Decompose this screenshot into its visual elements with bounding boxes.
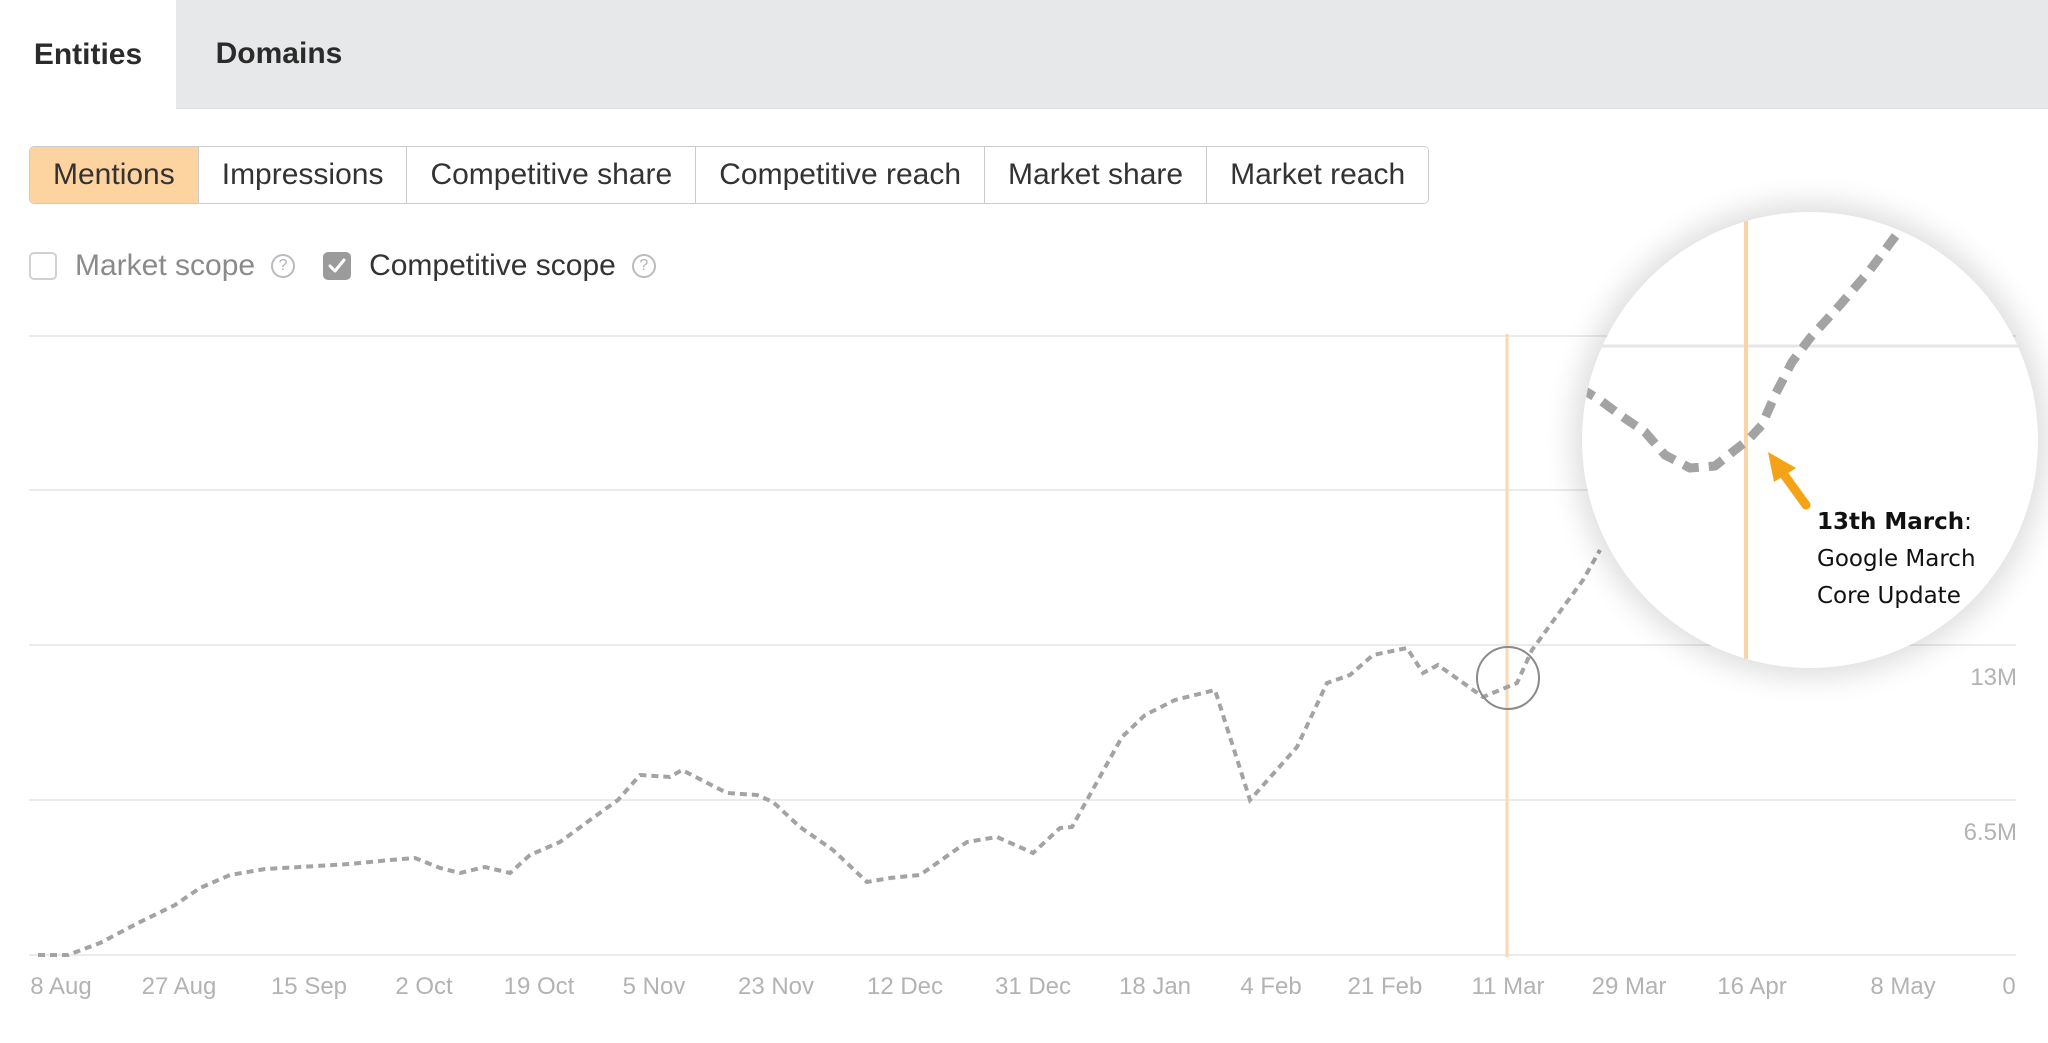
metric-impressions-button[interactable]: Impressions [198, 147, 408, 203]
annotation-line-3: Core Update [1817, 583, 1961, 609]
magnifier-callout [1582, 212, 2038, 668]
checkmark-icon [328, 258, 346, 273]
competitive-scope-label: Competitive scope [369, 249, 616, 282]
x-tick-label: 21 Feb [1347, 973, 1423, 1000]
x-tick-label: 4 Feb [1240, 973, 1302, 1000]
x-tick-label: 27 Aug [141, 973, 217, 1000]
metric-competitive-reach-button[interactable]: Competitive reach [696, 147, 986, 203]
tab-entities[interactable]: Entities [0, 0, 176, 109]
x-tick-label: 2 Oct [395, 973, 453, 1000]
annotation-line-2: Google March [1817, 546, 1976, 572]
annotation-colon: : [1964, 509, 1972, 535]
x-tick-label: 12 Dec [866, 973, 944, 1000]
tab-domains[interactable]: Domains [215, 37, 343, 70]
x-tick-label: 29 Mar [1591, 973, 1667, 1000]
arrow-icon [1768, 452, 1811, 510]
metric-mentions-button[interactable]: Mentions [30, 147, 199, 203]
metric-market-share-button[interactable]: Market share [985, 147, 1208, 203]
x-tick-label: 8 Aug [30, 973, 92, 1000]
y-zero-label: 0 [2002, 973, 2016, 1000]
scope-options: Market scope ? Competitive scope ? [29, 248, 656, 284]
market-scope-checkbox[interactable] [29, 252, 57, 280]
tab-bar: Entities Domains [0, 0, 2048, 109]
mentions-series-line[interactable] [38, 549, 1602, 957]
question-circle-icon[interactable]: ? [631, 254, 656, 278]
magnified-chart [1582, 212, 2038, 668]
x-tick-label: 15 Sep [270, 973, 348, 1000]
annotation-date: 13th March [1817, 509, 1965, 535]
question-circle-icon[interactable]: ? [271, 254, 296, 278]
x-tick-label: 11 Mar [1471, 973, 1545, 1000]
metric-selector: Mentions Impressions Competitive share C… [29, 146, 1430, 204]
y-tick-label: 6.5M [1963, 819, 2017, 846]
x-tick-label: 5 Nov [622, 973, 686, 1000]
metric-competitive-share-button[interactable]: Competitive share [407, 147, 697, 203]
metric-market-reach-button[interactable]: Market reach [1207, 147, 1429, 203]
x-tick-label: 8 May [1870, 973, 1936, 1000]
x-tick-label: 19 Oct [503, 973, 575, 1000]
market-scope-label: Market scope [75, 249, 256, 282]
competitive-scope-checkbox[interactable] [323, 252, 352, 280]
y-tick-label: 13M [1970, 664, 2017, 691]
event-annotation: 13th March: Google March Core Update [1817, 504, 1976, 615]
event-highlight-circle [1476, 646, 1540, 710]
x-tick-label: 31 Dec [994, 973, 1072, 1000]
x-tick-label: 23 Nov [737, 973, 815, 1000]
x-tick-label: 16 Apr [1717, 973, 1787, 1000]
x-tick-label: 18 Jan [1118, 973, 1192, 1000]
